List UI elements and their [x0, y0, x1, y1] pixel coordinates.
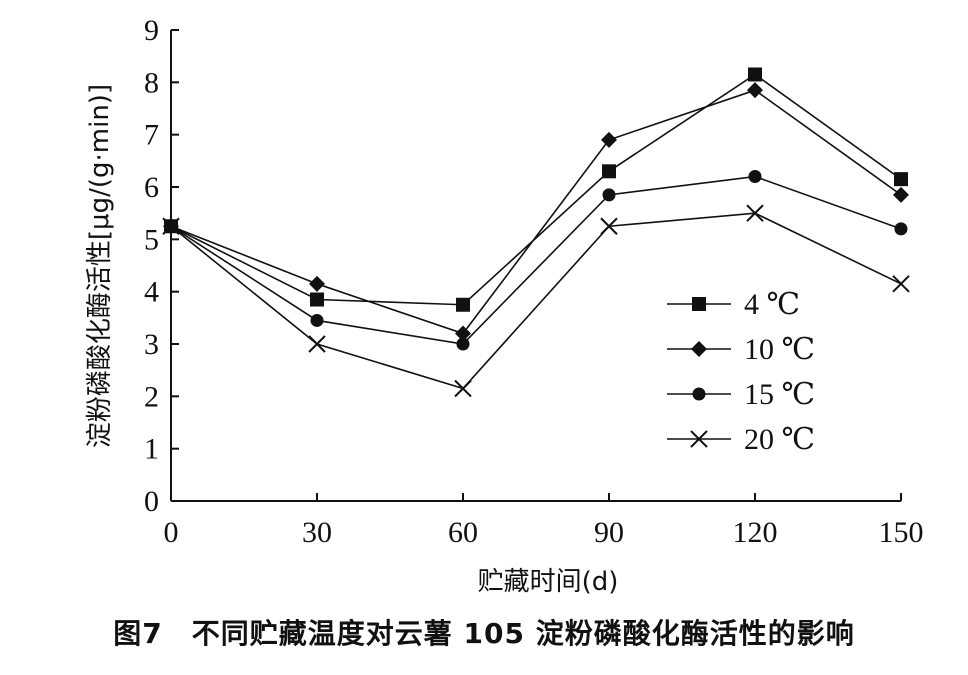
x-tick-label: 30 — [302, 516, 332, 549]
series-3 — [162, 204, 910, 398]
x-tick-label: 60 — [448, 516, 478, 549]
x-tick-label: 120 — [733, 516, 778, 549]
legend-label: 15 ℃ — [744, 378, 815, 411]
legend-marker — [692, 297, 706, 311]
data-point — [748, 67, 762, 82]
data-point — [456, 337, 470, 351]
legend-marker — [691, 341, 707, 357]
series-line — [170, 212, 902, 390]
y-tick-label: 6 — [144, 171, 159, 204]
axes — [170, 29, 902, 502]
data-point — [600, 217, 618, 235]
data-point — [309, 275, 325, 292]
series-group — [162, 67, 910, 398]
y-tick-label: 0 — [144, 485, 159, 518]
y-axis-label: 淀粉磷酸化酶活性[μg/(g·min)] — [85, 84, 115, 448]
y-tick-label: 7 — [144, 119, 159, 152]
legend-label: 10 ℃ — [744, 333, 815, 366]
x-tick-label: 150 — [879, 516, 924, 549]
series-2 — [164, 170, 908, 351]
data-point — [310, 313, 324, 327]
series-line — [170, 175, 902, 345]
y-tick-label: 9 — [144, 14, 159, 47]
legend-label: 4 ℃ — [744, 288, 800, 321]
y-tick-label: 8 — [144, 66, 159, 99]
series-line — [170, 89, 902, 335]
data-point — [456, 297, 470, 312]
data-point — [894, 172, 908, 187]
legend-marker — [690, 430, 708, 448]
y-tick-label: 5 — [144, 223, 159, 256]
x-tick-label: 90 — [594, 516, 624, 549]
legend: 4 ℃ 10 ℃ 15 ℃ 20 ℃ — [667, 288, 815, 456]
data-point — [748, 170, 762, 184]
series-0 — [164, 67, 908, 312]
data-point — [308, 335, 326, 353]
data-point — [602, 164, 616, 179]
data-point — [894, 222, 908, 236]
x-axis-label: 贮藏时间(d) — [478, 567, 619, 597]
data-point — [602, 188, 616, 202]
data-point — [747, 82, 763, 99]
x-tick-label: 0 — [164, 516, 179, 549]
y-tick-label: 2 — [144, 380, 159, 413]
data-point — [893, 186, 909, 203]
y-tick-label: 1 — [144, 433, 159, 466]
data-point — [455, 325, 471, 342]
legend-marker — [692, 387, 706, 401]
data-point — [601, 131, 617, 148]
legend-label: 20 ℃ — [744, 423, 815, 456]
y-tick-label: 3 — [144, 328, 159, 361]
data-point — [310, 292, 324, 307]
legend-entry: 4 ℃ — [667, 288, 800, 321]
data-point — [454, 379, 472, 398]
legend-entry: 10 ℃ — [667, 333, 815, 366]
y-tick-label: 4 — [144, 276, 159, 309]
data-point — [746, 204, 764, 222]
figure-caption: 图7 不同贮藏温度对云薯 105 淀粉磷酸化酶活性的影响 — [113, 617, 855, 650]
data-point — [892, 275, 910, 293]
legend-entry: 15 ℃ — [667, 378, 815, 411]
legend-entry: 20 ℃ — [667, 423, 815, 456]
data-point — [162, 217, 180, 235]
